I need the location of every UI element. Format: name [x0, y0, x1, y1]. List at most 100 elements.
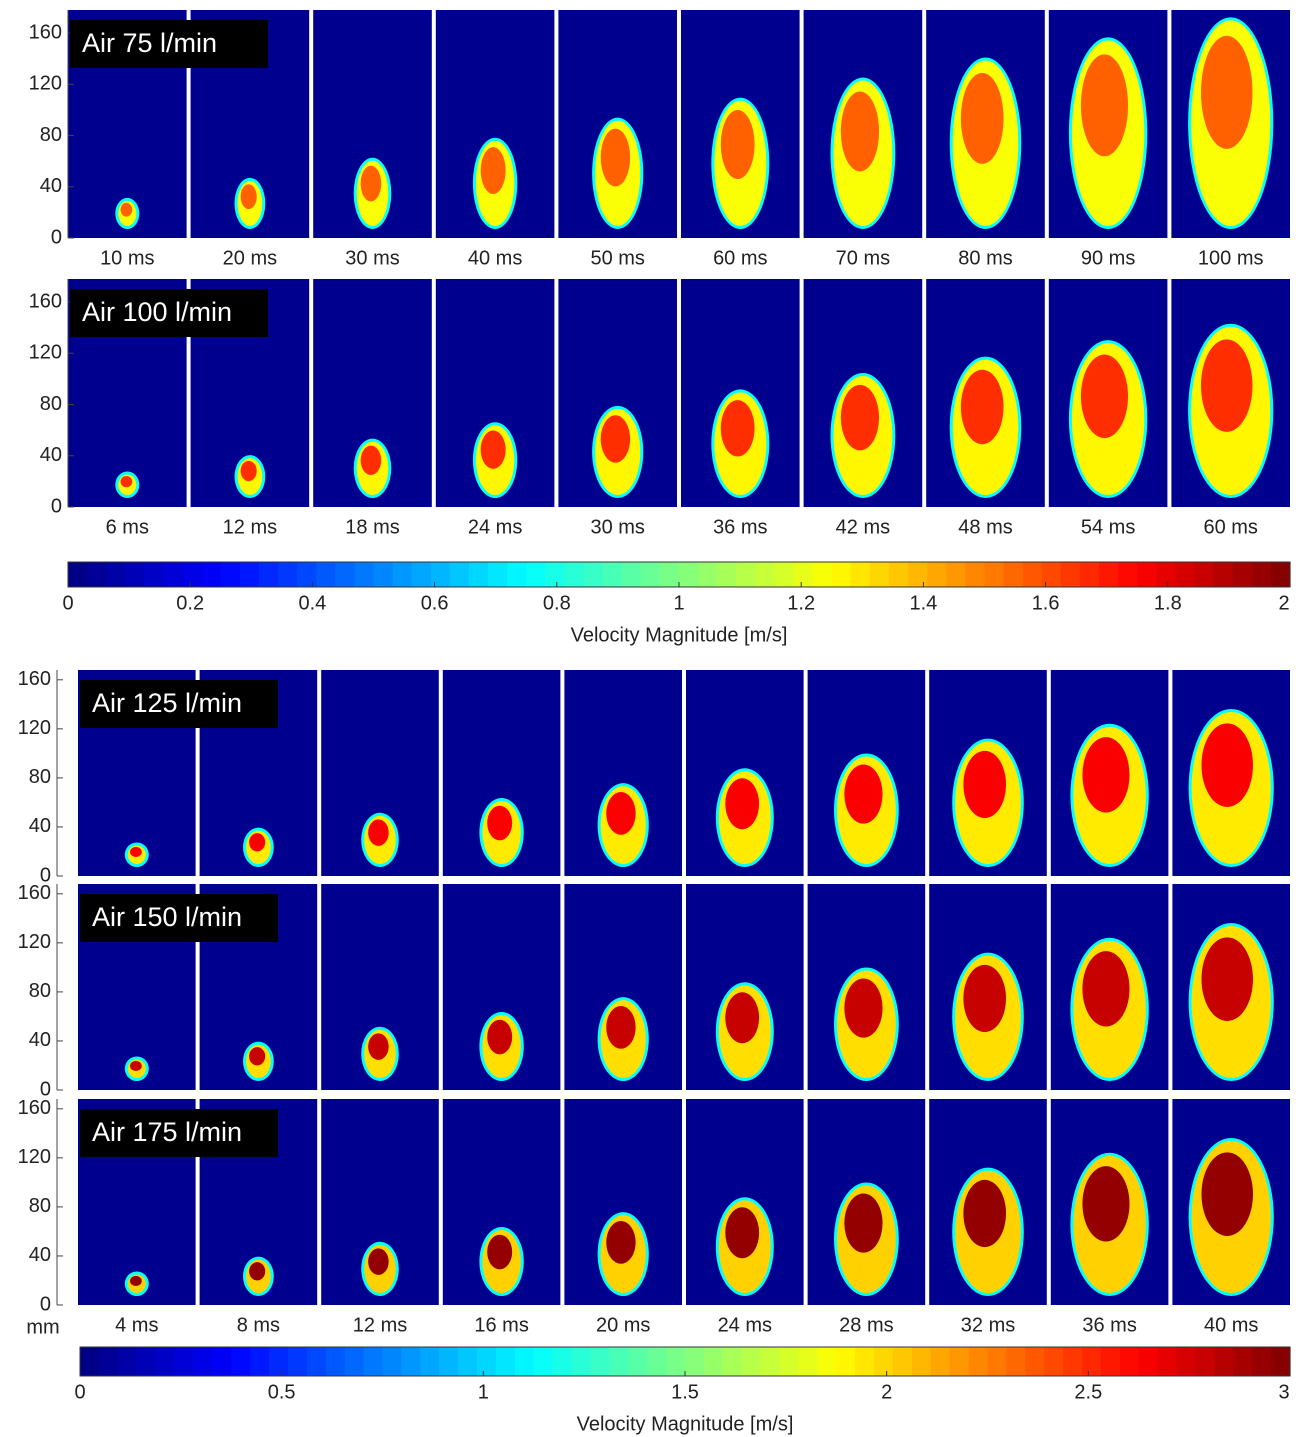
y-tick-label: 0 — [40, 1293, 51, 1315]
colorbar-segment — [136, 1347, 157, 1376]
colorbar-segment — [1252, 1347, 1272, 1376]
colorbar-segment — [1270, 562, 1291, 587]
colorbar-segment — [1138, 1347, 1159, 1376]
plume-core — [1201, 937, 1253, 1021]
plume-core — [240, 184, 257, 210]
plume-core — [1082, 737, 1130, 813]
y-tick-label: 160 — [18, 1097, 51, 1119]
colorbar-segment — [1100, 1347, 1121, 1376]
time-label: 54 ms — [1081, 516, 1135, 538]
colorbar-segment — [430, 562, 451, 587]
colorbar-segment — [488, 562, 508, 587]
colorbar-segment — [1157, 1347, 1178, 1376]
y-tick-label: 160 — [18, 882, 51, 904]
colorbar-segment — [892, 1347, 913, 1376]
plume-core — [480, 147, 506, 195]
plume-core — [725, 1207, 760, 1259]
colorbar-segment — [182, 562, 203, 587]
colorbar-tick-label: 1 — [478, 1381, 489, 1403]
time-label: 4 ms — [115, 1314, 158, 1336]
row-label-box — [70, 20, 268, 68]
colorbar-segment — [250, 1347, 270, 1376]
time-label: 28 ms — [839, 1314, 893, 1336]
y-tick-label: 80 — [29, 980, 51, 1002]
time-label: 30 ms — [345, 247, 399, 269]
plume-core — [249, 1047, 266, 1066]
plume-core — [368, 1248, 389, 1275]
colorbar-segment — [325, 1347, 346, 1376]
time-label: 12 ms — [223, 516, 277, 538]
colorbar-segment — [946, 562, 967, 587]
colorbar-segment — [1271, 1347, 1291, 1376]
colorbar-segment — [382, 1347, 403, 1376]
colorbar-segment — [1041, 562, 1062, 587]
colorbar-tick-label: 2 — [881, 1381, 892, 1403]
colorbar-tick-label: 0.2 — [176, 592, 204, 614]
colorbar-segment — [911, 1347, 932, 1376]
y-tick-label: 40 — [40, 444, 62, 466]
colorbar-segment — [1119, 1347, 1140, 1376]
colorbar-segment — [722, 1347, 743, 1376]
plume-core — [360, 165, 382, 202]
row-label-box — [80, 894, 278, 942]
plume-core — [720, 110, 755, 179]
colorbar-segment — [1099, 562, 1119, 587]
colorbar-segment — [647, 1347, 667, 1376]
colorbar-segment — [1251, 562, 1272, 587]
colorbar-segment — [949, 1347, 970, 1376]
colorbar-segment — [717, 562, 737, 587]
plume-core — [606, 791, 636, 835]
colorbar-segment — [87, 562, 107, 587]
colorbar-segment — [98, 1347, 119, 1376]
colorbar-segment — [564, 562, 585, 587]
colorbar-segment — [495, 1347, 516, 1376]
y-tick-label: 40 — [29, 1029, 51, 1051]
plume-core — [963, 1179, 1007, 1248]
colorbar-segment — [640, 562, 661, 587]
colorbar-segment — [533, 1347, 554, 1376]
colorbar-segment — [239, 562, 260, 587]
colorbar-segment — [420, 1347, 440, 1376]
colorbar-segment — [144, 562, 165, 587]
plume-core — [1080, 354, 1129, 439]
y-tick-label: 0 — [40, 864, 51, 886]
colorbar-segment — [628, 1347, 648, 1376]
time-label: 20 ms — [596, 1314, 650, 1336]
colorbar-tick-label: 0.6 — [421, 592, 449, 614]
colorbar-tick-label: 1.2 — [787, 592, 815, 614]
colorbar-tick-label: 3 — [1278, 1381, 1289, 1403]
colorbar-segment — [1079, 562, 1100, 587]
row-label-box — [70, 289, 268, 337]
colorbar-segment — [373, 562, 394, 587]
y-tick-label: 40 — [29, 815, 51, 837]
colorbar-segment — [193, 1347, 213, 1376]
plume-core — [1080, 54, 1129, 157]
y-tick-label: 120 — [18, 717, 51, 739]
colorbar-segment — [514, 1347, 535, 1376]
time-label: 42 ms — [836, 516, 890, 538]
colorbar-segment — [449, 562, 470, 587]
colorbar-segment — [117, 1347, 138, 1376]
colorbar-segment — [363, 1347, 384, 1376]
colorbar-tick-label: 0 — [62, 592, 73, 614]
colorbar-segment — [306, 1347, 327, 1376]
y-tick-label: 80 — [29, 766, 51, 788]
plume-core — [487, 805, 513, 841]
y-tick-label: 120 — [29, 342, 62, 364]
time-label: 70 ms — [836, 247, 890, 269]
colorbar-segment — [927, 562, 947, 587]
time-label: 90 ms — [1081, 247, 1135, 269]
plume-core — [1201, 339, 1253, 432]
plume-core — [606, 1220, 636, 1264]
y-tick-label: 0 — [40, 1078, 51, 1100]
time-label: 30 ms — [590, 516, 644, 538]
colorbar-segment — [411, 562, 432, 587]
colorbar-segment — [1213, 562, 1234, 587]
colorbar-segment — [1082, 1347, 1102, 1376]
time-label: 80 ms — [958, 247, 1012, 269]
time-label: 20 ms — [223, 247, 277, 269]
time-label: 24 ms — [468, 516, 522, 538]
colorbar-tick-label: 1.8 — [1154, 592, 1182, 614]
colorbar-tick-label: 1 — [673, 592, 684, 614]
